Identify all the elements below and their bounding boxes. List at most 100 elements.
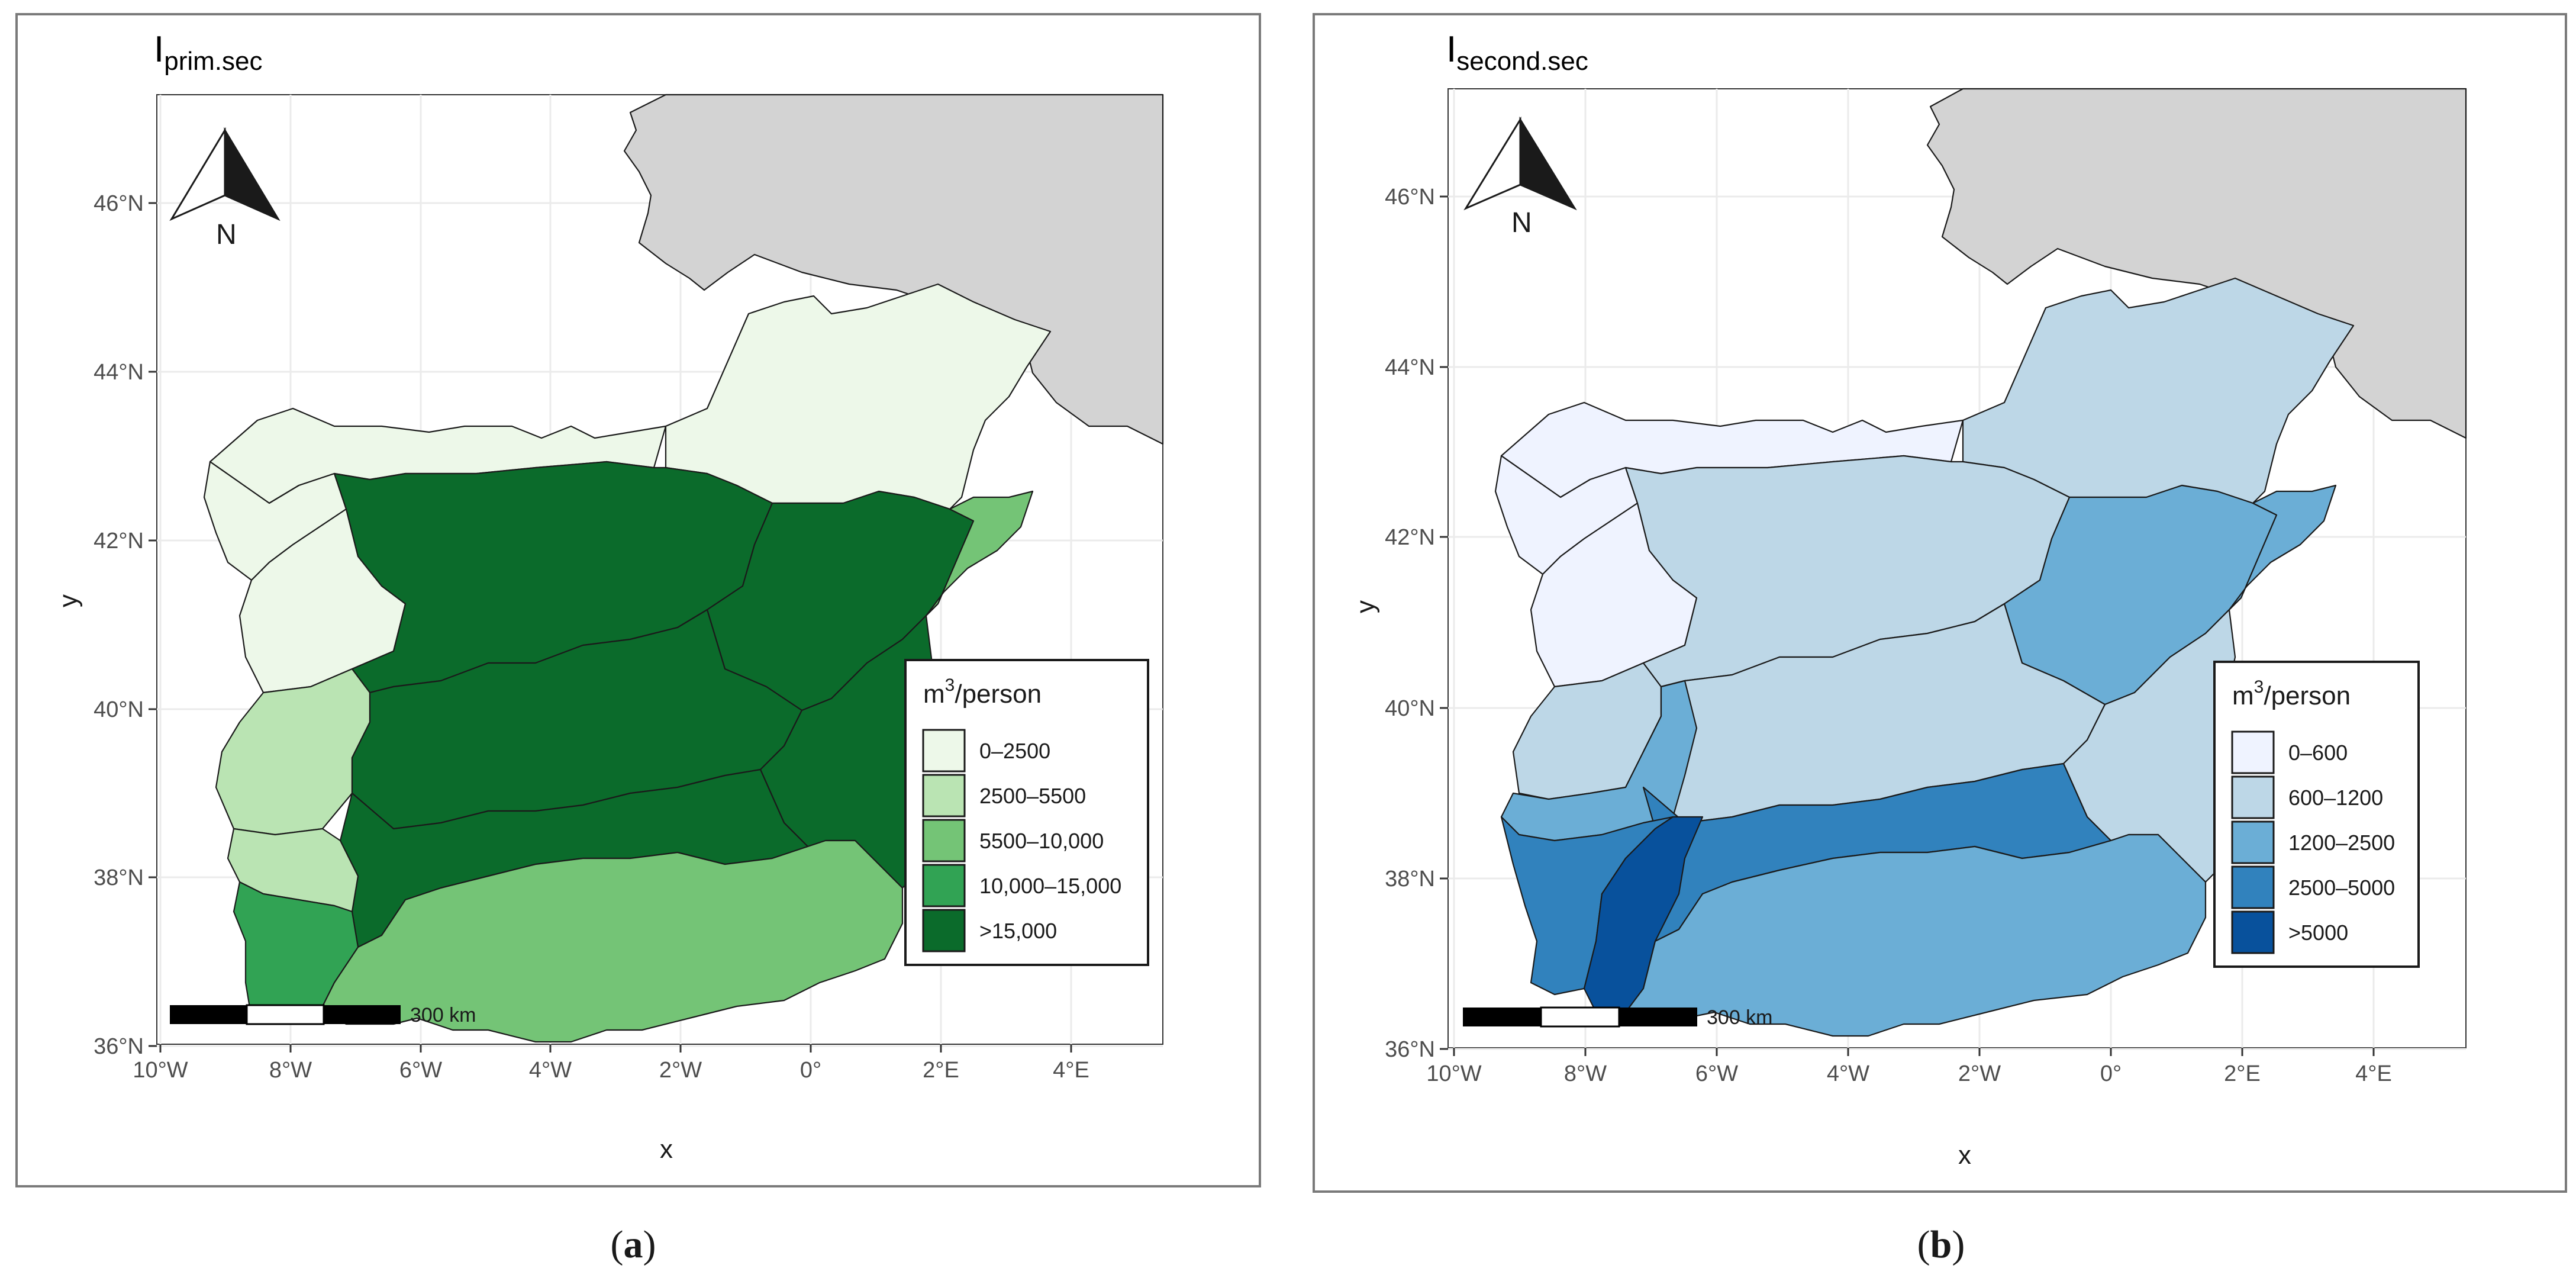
region-catalonia [901,490,1034,640]
y-tick-label: 44°N [94,360,144,385]
legend-item: 2500–5500 [922,774,1086,817]
caption-b: (b) [1917,1223,1965,1266]
x-axis: 10°W 8°W 6°W 4°W 2°W 0° 2°E 4°E [1426,1048,2392,1086]
region-catalonia [2204,484,2337,635]
y-tick-label: 42°N [1385,525,1435,550]
legend-swatch [2231,820,2275,864]
legend-label: 0–2500 [979,739,1050,763]
caption-letter: b [1930,1223,1952,1266]
scale-bar: 300 km [1463,1006,1773,1029]
legend-swatch [922,774,966,817]
legend-swatch [2231,910,2275,954]
legend: m3/person 0–2500 2500–5500 5500–10,000 10,0… [904,659,1149,966]
x-tick-label: 0° [800,1058,821,1083]
legend-swatch [2231,775,2275,819]
legend-title: m3/person [923,675,1042,709]
y-tick-label: 46°N [1385,185,1435,210]
x-tick-label: 4°E [1053,1058,1089,1083]
y-tick-label: 42°N [94,529,144,553]
legend-label: 2500–5000 [2288,876,2395,900]
y-tick-label: 38°N [94,865,144,890]
north-arrow: N [169,127,281,250]
y-tick-label: 36°N [94,1034,144,1059]
x-tick-label: 2°E [923,1058,959,1083]
legend-swatch [922,729,966,773]
france-landmass [623,94,1164,445]
scale-label: 300 km [410,1004,476,1026]
panel-title-main: I [154,29,164,70]
france-landmass [1926,88,2467,439]
legend-label: 10,000–15,000 [979,874,1121,898]
legend-item: 2500–5000 [2231,865,2395,909]
map-svg-b: Isecond.sec [1351,29,2467,1170]
x-tick-label: 2°E [2224,1061,2261,1086]
x-axis: 10°W 8°W 6°W 4°W 2°W 0° 2°E 4°E [133,1044,1089,1083]
panel-title-main: I [1446,29,1456,70]
legend: m3/person 0–600 600–1200 1200–2500 2500–500… [2213,661,2420,968]
region-guadalquivir [321,839,904,1043]
y-tick-label: 36°N [1385,1037,1435,1062]
legend-swatch [922,864,966,907]
legend-item: >5000 [2231,910,2348,954]
north-arrow: N [1463,116,1577,239]
x-tick-label: 4°E [2355,1061,2392,1086]
legend-label: 1200–2500 [2288,831,2395,855]
x-axis-title: x [660,1135,673,1164]
x-tick-label: 2°W [659,1058,702,1083]
x-tick-label: 10°W [133,1058,188,1083]
legend-item: 600–1200 [2231,775,2383,819]
caption-letter: a [623,1223,643,1266]
legend-item: 1200–2500 [2231,820,2395,864]
plot-area: N 300 km m3/person 0–2500 2500–5500 5500–1… [156,94,1164,1047]
plot-area: N 300 km m3/person 0–600 600–1200 1200–250… [1447,88,2467,1050]
panel-title-subscript: prim.sec [164,47,262,76]
region-guadalquivir [1624,833,2207,1037]
x-tick-label: 2°W [1958,1061,2001,1086]
legend-label: >5000 [2288,920,2348,945]
legend-item: 5500–10,000 [922,819,1104,862]
y-tick-label: 44°N [1385,355,1435,380]
north-label: N [1511,207,1532,239]
x-tick-label: 0° [2100,1061,2122,1086]
map-svg-a: Iprim.sec [54,29,1164,1164]
panel-title: Iprim.sec [154,29,262,76]
scale-label: 300 km [1707,1006,1773,1029]
legend-item: >15,000 [922,909,1057,952]
y-axis: 46°N 44°N 42°N 40°N 38°N 36°N [94,191,157,1059]
x-axis-title: x [1958,1141,1971,1170]
map-panel-b: Isecond.sec [1313,13,2567,1193]
scale-bar: 300 km [170,1004,476,1026]
y-axis-title: y [54,594,83,607]
y-axis-title: y [1351,600,1380,613]
legend-swatch [922,819,966,862]
y-tick-label: 40°N [94,697,144,722]
panel-title-subscript: second.sec [1456,47,1588,76]
legend-item: 0–600 [2231,730,2348,774]
map-panel-a: Iprim.sec [15,13,1261,1187]
legend-label: 0–600 [2288,741,2348,765]
legend-title: m3/person [2232,677,2351,710]
legend-swatch [2231,865,2275,909]
north-label: N [216,219,237,250]
legend-item: 0–2500 [922,729,1050,773]
y-tick-label: 38°N [1385,867,1435,891]
legend-label: 5500–10,000 [979,829,1104,853]
panel-title: Isecond.sec [1446,29,1588,76]
caption-a: (a) [610,1223,656,1266]
x-tick-label: 4°W [1827,1061,1869,1086]
legend-label: 600–1200 [2288,786,2383,810]
y-tick-label: 46°N [94,191,144,216]
x-tick-label: 4°W [529,1058,572,1083]
legend-swatch [2231,730,2275,774]
legend-item: 10,000–15,000 [922,864,1121,907]
basin-regions [203,283,1052,1043]
legend-label: >15,000 [979,919,1057,943]
x-tick-label: 6°W [1695,1061,1738,1086]
x-tick-label: 10°W [1426,1061,1481,1086]
legend-label: 2500–5500 [979,784,1086,808]
legend-swatch [922,909,966,952]
y-axis: 46°N 44°N 42°N 40°N 38°N 36°N [1385,185,1448,1062]
x-tick-label: 8°W [269,1058,312,1083]
y-tick-label: 40°N [1385,696,1435,721]
x-tick-label: 6°W [399,1058,442,1083]
